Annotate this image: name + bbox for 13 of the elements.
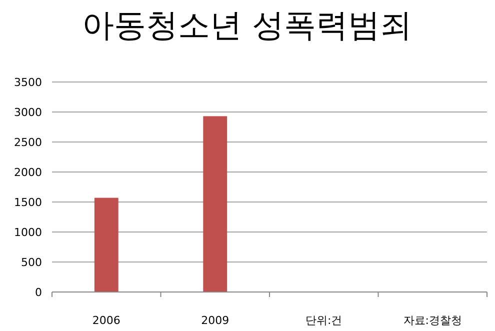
x-tick-label: 단위:건 <box>306 314 342 327</box>
x-tick-label: 2006 <box>92 314 120 327</box>
y-tick-label: 1500 <box>14 196 42 209</box>
y-tick-label: 2500 <box>14 136 42 149</box>
x-tick-label: 자료:경찰청 <box>403 314 462 327</box>
y-tick-label: 500 <box>21 256 42 269</box>
chart-title: 아동청소년 성폭력범죄 <box>82 6 412 44</box>
y-tick-label: 3000 <box>14 106 42 119</box>
x-tick-label: 2009 <box>201 314 230 327</box>
y-tick-label: 1000 <box>14 226 42 239</box>
y-tick-label: 0 <box>35 286 42 299</box>
y-tick-label: 2000 <box>14 166 42 179</box>
y-tick-label: 3500 <box>14 76 42 89</box>
